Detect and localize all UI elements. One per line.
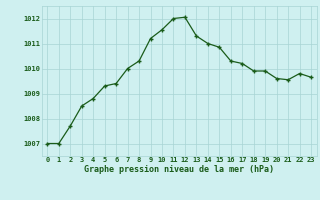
X-axis label: Graphe pression niveau de la mer (hPa): Graphe pression niveau de la mer (hPa) [84,165,274,174]
